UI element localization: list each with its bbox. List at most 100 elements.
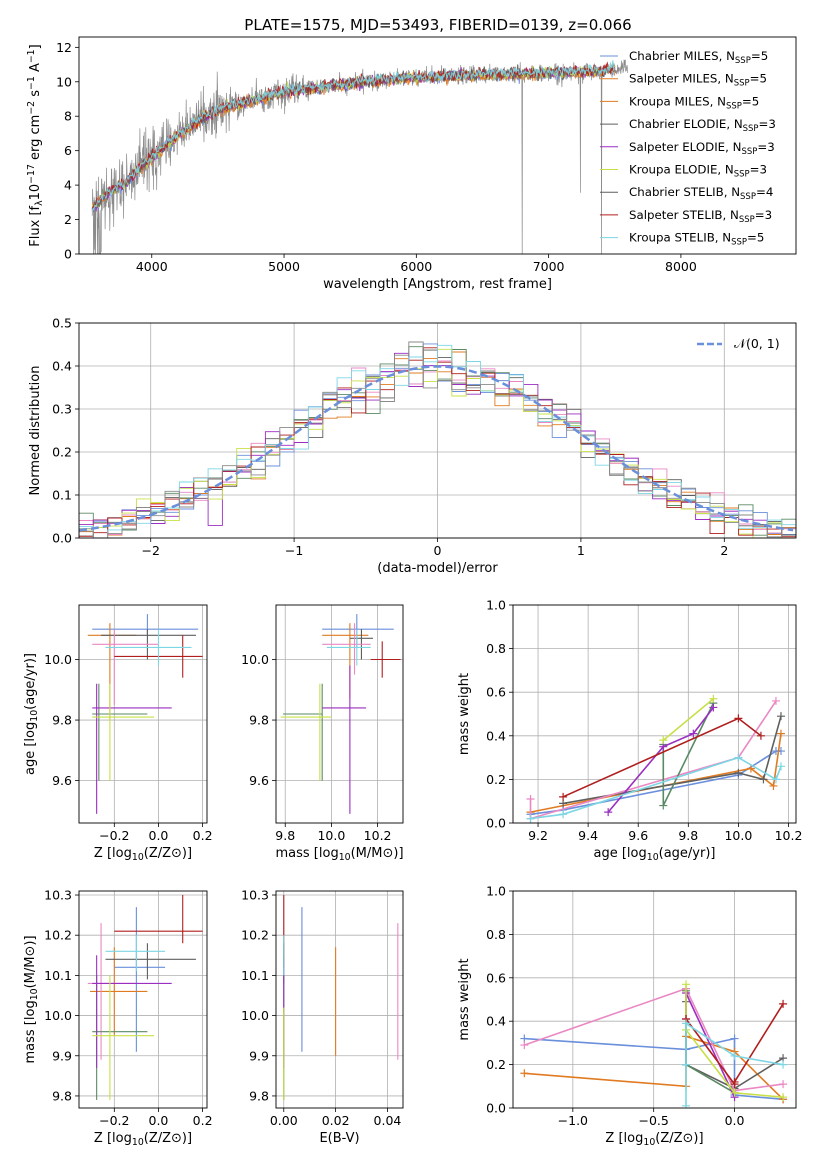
x-tick-label: 2: [720, 543, 728, 558]
panel-spectrum: 4000 5000 6000 7000 8000 0 2 4 6 8 10 12 wavelength …: [26, 36, 797, 292]
x-tick-label: 1: [577, 543, 585, 558]
legend-label: Chabrier STELIB, NSSP=4: [629, 185, 773, 202]
data-point: [756, 731, 765, 740]
y-tick-label: 2: [64, 212, 72, 227]
y-tick-label: 0.1: [52, 488, 72, 503]
y-tick-label: 9.9: [52, 1048, 72, 1063]
figure-title: PLATE=1575, MJD=53493, FIBERID=0139, z=0…: [244, 16, 631, 34]
x-tick-label: 0.00: [270, 1113, 298, 1128]
y-tick-label: 6: [64, 143, 72, 158]
axes-frame: [78, 604, 208, 824]
y-tick-label: 0.2: [486, 772, 506, 787]
x-tick-label: 6000: [400, 259, 432, 274]
y-tick-label: 0.4: [486, 1014, 506, 1029]
data-point: [771, 696, 780, 705]
data-point: [682, 1101, 691, 1108]
x-axis-label: Z [log10(Z/Z⊙)]: [605, 1131, 703, 1148]
plot-area: [79, 341, 796, 538]
grid: [276, 891, 403, 1108]
data-point: [776, 762, 785, 771]
panel-mass_vs_EBV: 0.00 0.02 0.04 9.8 9.9 10.0 10.1 10.2 10.3 E(B-V): [241, 888, 404, 1146]
x-tick-label: 9.8: [275, 828, 295, 843]
axes-frame: [512, 604, 797, 824]
x-tick-label: 5000: [268, 259, 300, 274]
axes-frame: [78, 322, 797, 539]
plot-area: [526, 694, 785, 823]
y-tick-label: 10.2: [241, 928, 269, 943]
x-axis-label: mass [log10(M/M⊙)]: [275, 846, 403, 863]
y-tick-label: 9.8: [249, 1088, 269, 1103]
y-tick-label: 10.0: [241, 652, 269, 667]
data-point: [689, 729, 698, 738]
data-point: [730, 1088, 739, 1097]
y-tick-label: 0.8: [486, 641, 506, 656]
y-tick-label: 0.2: [52, 445, 72, 460]
grid: [513, 604, 796, 824]
y-tick-label: 8: [64, 109, 72, 124]
y-tick-label: 0.0: [486, 816, 506, 831]
y-tick-label: 0.6: [486, 685, 506, 700]
y-tick-label: 0.6: [486, 970, 506, 985]
legend-label: Kroupa MILES, NSSP=5: [629, 94, 759, 111]
weight-series-line: [662, 698, 714, 741]
weight-series-line: [562, 717, 762, 798]
data-point: [559, 792, 568, 801]
data-point: [520, 1069, 529, 1078]
legend-label: Kroupa ELODIE, NSSP=3: [629, 163, 767, 180]
weight-series-line: [685, 984, 784, 1098]
legend-label: Salpeter ELODIE, NSSP=3: [629, 140, 775, 157]
x-tick-label: 0.0: [725, 1113, 745, 1128]
x-tick-label: 0.2: [193, 1113, 213, 1128]
legend-label: Kroupa STELIB, NSSP=5: [629, 231, 764, 248]
plot-area: [283, 895, 399, 1100]
x-tick-label: 0.0: [149, 1113, 169, 1128]
y-tick-label: 1.0: [486, 598, 506, 613]
axes-frame: [275, 604, 404, 824]
panel-mass_vs_Z: −0.2 0.0 0.2 9.8 9.9 10.0 10.1 10.2 10.3 Z [log10…: [23, 888, 213, 1148]
panel-weight_vs_age: 9.2 9.4 9.6 9.8 10.0 10.2 0.0 0.2 0.4 0.6 0.8 1.0 ag…: [457, 598, 802, 864]
y-axis-label: mass weight: [457, 673, 472, 755]
y-tick-label: 0.0: [486, 1101, 506, 1116]
data-point: [776, 729, 785, 738]
data-point: [779, 1093, 788, 1102]
x-tick-label: −0.5: [639, 1113, 669, 1128]
axes-frame: [275, 890, 404, 1109]
grid: [79, 891, 207, 1108]
data-point: [709, 694, 718, 703]
x-tick-label: 10.2: [775, 828, 803, 843]
data-point: [779, 1060, 788, 1069]
y-tick-label: 0.4: [486, 728, 506, 743]
y-tick-label: 10.1: [44, 968, 72, 983]
data-point: [730, 1051, 739, 1060]
y-tick-label: 10.3: [44, 888, 72, 903]
data-point: [779, 999, 788, 1008]
x-tick-label: −0.2: [99, 1113, 129, 1128]
axes-frame: [78, 890, 208, 1109]
residual-histogram: [79, 341, 796, 538]
weight-series-line: [685, 990, 735, 1094]
legend-label: Salpeter MILES, NSSP=5: [629, 72, 767, 89]
legend-label: Chabrier MILES, NSSP=5: [629, 49, 768, 66]
y-tick-label: 9.6: [249, 773, 269, 788]
x-tick-label: −1.0: [558, 1113, 588, 1128]
data-point: [730, 1077, 739, 1086]
x-tick-label: 0.04: [374, 1113, 402, 1128]
x-tick-label: 8000: [665, 259, 697, 274]
y-tick-label: 10: [56, 74, 72, 89]
x-axis-label: (data-model)/error: [377, 561, 498, 576]
data-point: [604, 808, 613, 817]
y-tick-label: 0.2: [486, 1057, 506, 1072]
plot-area: [87, 895, 203, 1100]
data-point: [776, 712, 785, 721]
x-tick-label: 4000: [136, 259, 168, 274]
x-tick-label: 9.4: [578, 828, 598, 843]
weight-series-line: [562, 715, 782, 805]
data-point: [520, 1041, 529, 1050]
x-tick-label: 7000: [533, 259, 565, 274]
x-axis-label: age [log10(age/yr)]: [594, 846, 716, 863]
data-point: [526, 795, 535, 804]
y-axis-label: Flux [fλ10−17 erg cm−2 s−1 A−1]: [26, 44, 45, 246]
x-axis-label: Z [log10(Z/Z⊙)]: [94, 1131, 192, 1148]
y-tick-label: 10.1: [241, 968, 269, 983]
